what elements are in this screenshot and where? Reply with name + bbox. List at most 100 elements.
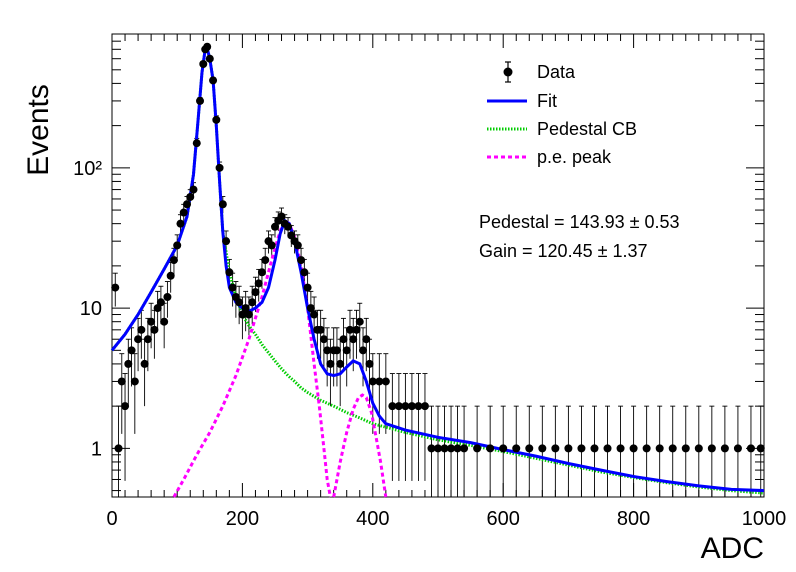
data-point bbox=[365, 359, 374, 368]
data-point bbox=[111, 283, 120, 292]
data-point bbox=[241, 304, 250, 313]
legend-item-pe-peak: p.e. peak bbox=[487, 147, 612, 167]
data-point bbox=[303, 283, 312, 292]
data-point bbox=[345, 325, 354, 334]
data-point bbox=[300, 268, 309, 277]
data-point bbox=[642, 444, 651, 453]
data-point bbox=[453, 444, 462, 453]
y-axis-title: Events bbox=[22, 84, 55, 176]
data-point bbox=[212, 115, 221, 124]
curve-p-e-peak bbox=[332, 393, 388, 498]
data-point bbox=[486, 444, 495, 453]
data-point bbox=[362, 335, 371, 344]
data-point bbox=[215, 163, 224, 172]
x-tick-label: 0 bbox=[106, 508, 117, 530]
y-tick-label: 10² bbox=[73, 158, 102, 180]
data-point bbox=[447, 444, 456, 453]
data-point bbox=[254, 279, 263, 288]
x-tick-label: 200 bbox=[226, 508, 259, 530]
data-point bbox=[355, 317, 364, 326]
data-point bbox=[248, 298, 257, 307]
data-point bbox=[538, 444, 547, 453]
data-point bbox=[186, 192, 195, 201]
data-point bbox=[153, 304, 162, 313]
data-point bbox=[196, 96, 205, 105]
data-point bbox=[746, 444, 755, 453]
data-point bbox=[293, 241, 302, 250]
x-tick-label: 400 bbox=[356, 508, 389, 530]
legend-item-data: Data bbox=[503, 61, 576, 83]
data-point bbox=[512, 444, 521, 453]
data-point bbox=[176, 219, 185, 228]
y-tick-label: 10 bbox=[80, 298, 102, 320]
data-point bbox=[756, 444, 765, 453]
data-point bbox=[244, 310, 253, 319]
x-tick-label: 1000 bbox=[742, 508, 787, 530]
data-point bbox=[137, 325, 146, 334]
data-point bbox=[140, 359, 149, 368]
data-point bbox=[681, 444, 690, 453]
data-point bbox=[655, 444, 664, 453]
data-point bbox=[332, 346, 341, 355]
data-point bbox=[339, 335, 348, 344]
data-point bbox=[306, 304, 315, 313]
data-point bbox=[427, 444, 436, 453]
data-point bbox=[401, 402, 410, 411]
data-point bbox=[420, 402, 429, 411]
data-point bbox=[189, 185, 198, 194]
data-point bbox=[414, 402, 423, 411]
data-point bbox=[323, 346, 332, 355]
data-point bbox=[179, 208, 188, 217]
data-point bbox=[166, 271, 175, 280]
data-point bbox=[368, 377, 377, 386]
legend-label-pe-peak: p.e. peak bbox=[537, 147, 612, 167]
data-point bbox=[359, 346, 368, 355]
data-point bbox=[251, 288, 260, 297]
data-point bbox=[577, 444, 586, 453]
y-tick-label: 1 bbox=[91, 438, 102, 460]
data-point bbox=[349, 335, 358, 344]
data-point bbox=[267, 241, 276, 250]
data-point bbox=[375, 377, 384, 386]
data-point bbox=[551, 444, 560, 453]
data-point bbox=[460, 444, 469, 453]
data-point bbox=[287, 231, 296, 240]
data-point bbox=[694, 444, 703, 453]
data-point bbox=[326, 359, 335, 368]
data-point bbox=[156, 298, 165, 307]
data-point bbox=[182, 200, 191, 209]
data-point bbox=[222, 237, 231, 246]
data-point bbox=[261, 256, 270, 265]
data-point bbox=[336, 359, 345, 368]
legend-item-pedestal-cb: Pedestal CB bbox=[487, 119, 637, 139]
data-point bbox=[381, 377, 390, 386]
legend: Data Fit Pedestal CB p.e. peak bbox=[487, 61, 637, 167]
legend-label-data: Data bbox=[537, 62, 576, 82]
data-point bbox=[707, 444, 716, 453]
legend-item-fit: Fit bbox=[487, 91, 557, 111]
data-point bbox=[257, 268, 266, 277]
data-point bbox=[277, 212, 286, 221]
annotation-pedestal: Pedestal = 143.93 ± 0.53 bbox=[479, 212, 680, 232]
data-point bbox=[160, 317, 169, 326]
data-point bbox=[130, 377, 139, 386]
data-point bbox=[199, 59, 208, 68]
data-point bbox=[209, 76, 218, 85]
data-point bbox=[499, 444, 508, 453]
data-point bbox=[238, 310, 247, 319]
data-point bbox=[394, 402, 403, 411]
data-point bbox=[297, 256, 306, 265]
data-points bbox=[111, 42, 765, 453]
data-point bbox=[733, 444, 742, 453]
data-point bbox=[192, 139, 201, 148]
data-point bbox=[440, 444, 449, 453]
data-point bbox=[271, 222, 279, 231]
data-point bbox=[434, 444, 442, 453]
data-point bbox=[603, 444, 612, 453]
data-point bbox=[235, 298, 244, 307]
data-point bbox=[218, 200, 227, 209]
data-point bbox=[124, 359, 133, 368]
data-point bbox=[205, 54, 214, 63]
data-point bbox=[121, 402, 130, 411]
